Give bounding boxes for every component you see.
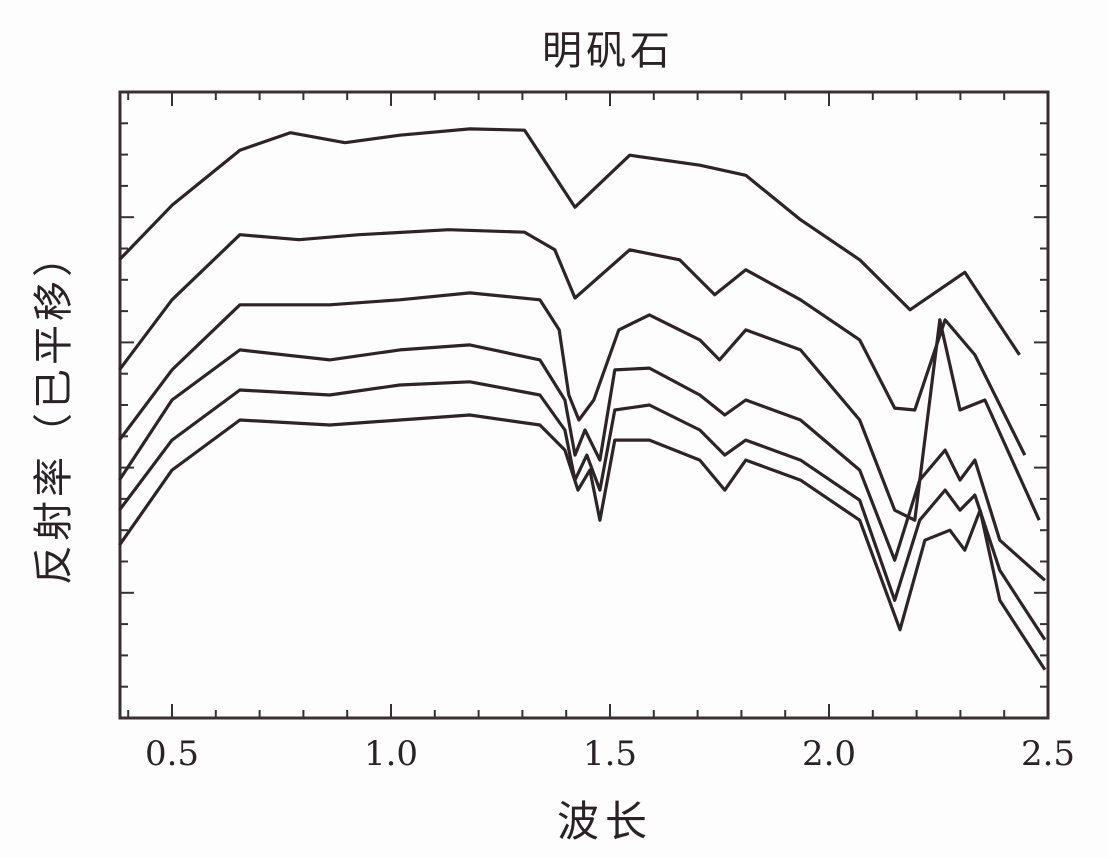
x-tick-label: 1.5 — [583, 734, 637, 774]
series-line-4 — [118, 343, 1046, 582]
series-line-5 — [118, 380, 1047, 641]
x-tick-labels: 0.5 1.0 1.5 2.0 2.5 — [145, 734, 1075, 774]
series-line-2 — [118, 228, 1027, 456]
x-tick-label: 2.0 — [802, 734, 856, 774]
axis-ticks — [120, 92, 1049, 718]
x-tick-label: 0.5 — [145, 734, 199, 774]
plot-frame — [118, 90, 1050, 720]
series-lines — [118, 127, 1047, 671]
series-line-6 — [118, 413, 1047, 671]
series-line-1 — [118, 127, 1021, 356]
x-tick-label: 1.0 — [364, 734, 418, 774]
x-axis-label: 波长 — [556, 797, 653, 846]
x-tick-label: 2.5 — [1021, 734, 1075, 774]
chart-title: 明矾石 — [542, 28, 674, 74]
